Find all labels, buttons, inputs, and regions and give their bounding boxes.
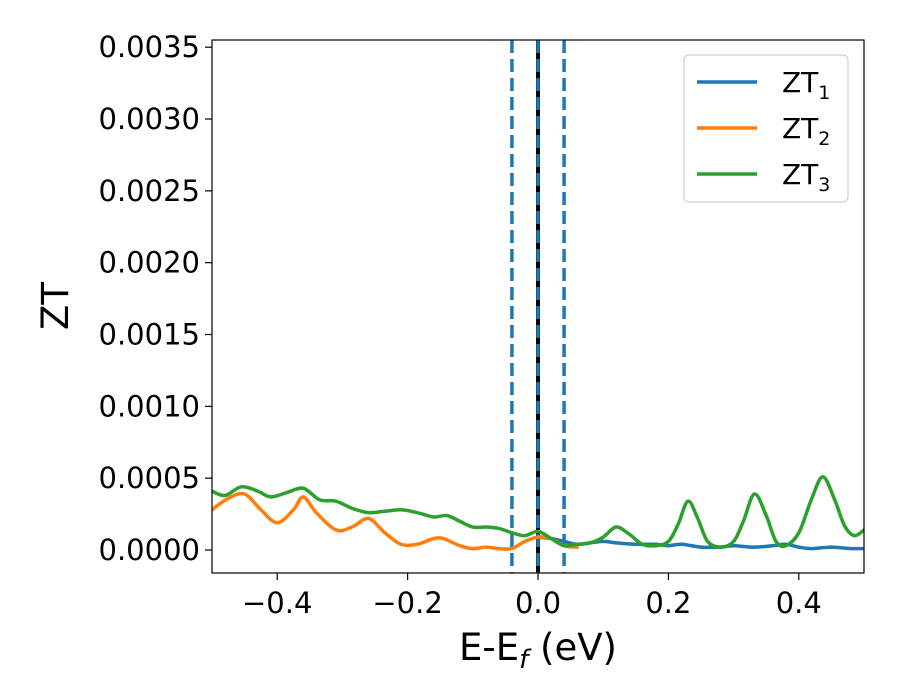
x-tick-label: −0.2 [372, 586, 442, 620]
y-tick-label: 0.0015 [99, 318, 200, 352]
series-line-zt3 [212, 474, 864, 549]
x-tick-label: 0.0 [515, 586, 561, 620]
y-tick-label: 0.0005 [99, 461, 200, 495]
x-tick-label: 0.2 [645, 586, 691, 620]
legend: ZT1 ZT2 ZT3 [683, 54, 849, 203]
legend-label-zt2: ZT2 [782, 112, 830, 150]
y-tick-label: 0.0025 [99, 174, 200, 208]
x-tick-label: −0.4 [242, 586, 312, 620]
series-lines [212, 474, 864, 551]
y-tick-label: 0.0035 [99, 30, 200, 64]
vertical-reference-lines [510, 40, 566, 573]
y-tick-label: 0.0030 [99, 102, 200, 136]
y-tick-label: 0.0020 [99, 246, 200, 280]
y-tick-label: 0.0000 [99, 533, 200, 567]
series-line-zt2 [212, 491, 579, 551]
y-tick-label: 0.0010 [99, 389, 200, 423]
legend-label-zt1: ZT1 [782, 66, 830, 104]
y-axis-ticks: 0.0000 0.0005 0.0010 0.0015 0.0020 0.0025 0.00… [99, 30, 212, 567]
x-tick-label: 0.4 [776, 586, 822, 620]
y-axis-label: ZT [34, 282, 77, 330]
x-axis-ticks: −0.4 −0.2 0.0 0.2 0.4 [242, 573, 822, 620]
legend-box [683, 54, 849, 203]
legend-label-zt3: ZT3 [782, 158, 830, 196]
x-axis-label: E-Ef (eV) [459, 626, 617, 675]
